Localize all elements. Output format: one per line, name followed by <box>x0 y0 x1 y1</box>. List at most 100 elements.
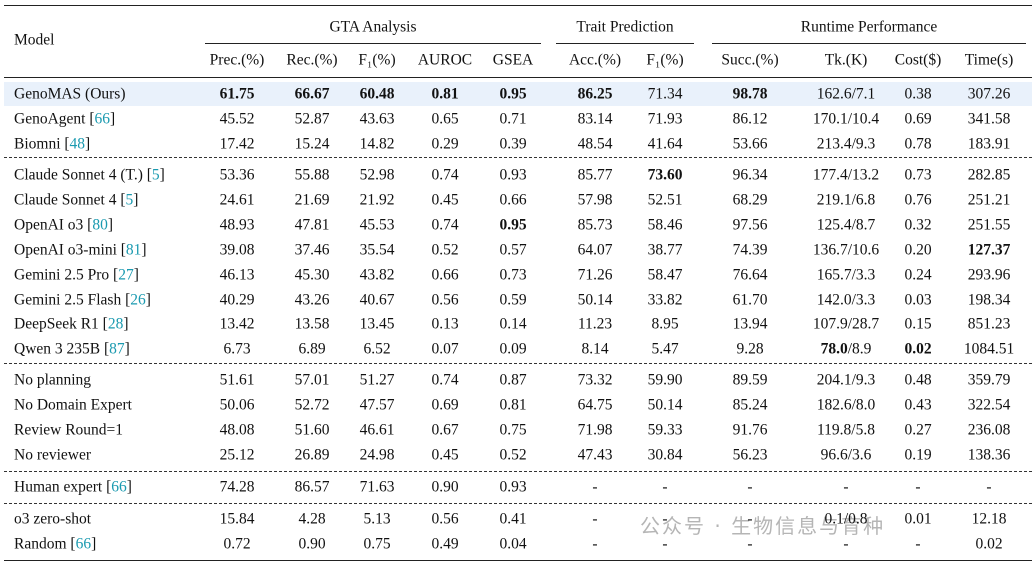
value-cell: 43.82 <box>359 265 395 283</box>
group-header: GTA Analysis <box>329 18 417 36</box>
value-cell: 52.98 <box>359 166 395 184</box>
value-cell: 0.81 <box>499 396 527 414</box>
value-cell: 0.32 <box>904 216 932 234</box>
value-cell: 0.07 <box>431 340 459 358</box>
value-cell: 0.67 <box>431 421 459 439</box>
value-cell: 198.34 <box>967 290 1011 308</box>
value-cell: - <box>592 478 598 496</box>
model-name: OpenAI o3 [ <box>14 216 93 234</box>
value-cell: - <box>915 478 921 496</box>
value-cell: - <box>843 535 849 553</box>
value-cell: 0.02 <box>975 535 1003 553</box>
model-cell: Qwen 3 235B [87] <box>14 341 130 358</box>
value-cell: 52.87 <box>294 110 330 128</box>
value-cell: 8.14 <box>581 340 609 358</box>
value-cell: 52.51 <box>647 191 683 209</box>
value-cell: 66.67 <box>294 85 330 103</box>
value-cell: 282.85 <box>967 166 1011 184</box>
value-cell: 48.08 <box>219 421 255 439</box>
value-cell: 0.01 <box>904 510 932 528</box>
value-cell: 46.13 <box>219 265 255 283</box>
model-name: GenoAgent [ <box>14 110 95 128</box>
model-name: ] <box>159 166 165 184</box>
column-header: Cost($) <box>894 51 942 69</box>
value-cell: 0.52 <box>499 445 527 463</box>
value-cell: 0.19 <box>904 445 932 463</box>
value-cell: 59.90 <box>647 371 683 389</box>
value-cell: 0.93 <box>499 478 527 496</box>
citation: 5 <box>125 191 134 209</box>
citation: 26 <box>130 290 146 308</box>
value-cell: 0.1/0.8 <box>824 510 868 528</box>
value-cell: 359.79 <box>967 371 1011 389</box>
value-cell: 170.1/10.4 <box>812 110 880 128</box>
value-cell: 50.14 <box>577 290 613 308</box>
value-cell: 0.76 <box>904 191 932 209</box>
value-cell: 0.39 <box>499 135 527 153</box>
value-cell: 39.08 <box>219 240 255 258</box>
value-cell: 98.78 <box>732 85 768 103</box>
value-cell: 30.84 <box>647 445 683 463</box>
value-cell: 83.14 <box>577 110 613 128</box>
value-cell: 51.27 <box>359 371 395 389</box>
value-cell: 26.89 <box>294 445 330 463</box>
value-cell: 4.28 <box>298 510 326 528</box>
value-cell: 50.06 <box>219 396 255 414</box>
value-cell: - <box>747 510 753 528</box>
model-name: ] <box>110 110 116 128</box>
citation: 81 <box>125 240 142 258</box>
model-cell: Review Round=1 <box>14 422 123 438</box>
value-cell: 85.24 <box>732 396 768 414</box>
value-cell: 56.23 <box>732 445 768 463</box>
model-name: Claude Sonnet 4 (T.) [ <box>14 166 152 184</box>
value-cell: 138.36 <box>967 445 1011 463</box>
group-underline <box>205 43 541 44</box>
citation: 27 <box>118 265 134 283</box>
value-cell: 251.21 <box>967 191 1011 209</box>
model-name: No Domain Expert <box>14 396 132 414</box>
group-header: Trait Prediction <box>576 18 674 36</box>
value-cell: 89.59 <box>732 371 768 389</box>
value-cell: 46.61 <box>359 421 395 439</box>
value-cell: 51.61 <box>219 371 255 389</box>
value-cell: 13.42 <box>219 315 255 333</box>
citation: 5 <box>151 166 160 184</box>
value-cell: 74.39 <box>732 240 768 258</box>
value-cell: 0.04 <box>499 535 527 553</box>
value-cell: 60.48 <box>359 85 395 103</box>
value-cell: 0.93 <box>499 166 527 184</box>
citation: 66 <box>75 535 92 553</box>
value-cell: 53.36 <box>219 166 255 184</box>
value-cell: - <box>747 478 753 496</box>
value-cell: 0.74 <box>431 371 459 389</box>
value-cell: 45.53 <box>359 216 395 234</box>
model-cell: Claude Sonnet 4 [5] <box>14 192 138 208</box>
value-cell: 55.88 <box>294 166 330 184</box>
model-name: Human expert [ <box>14 478 112 496</box>
value-cell: 11.23 <box>577 315 613 333</box>
value-cell: 6.52 <box>363 340 391 358</box>
value-cell: 0.74 <box>431 216 459 234</box>
model-cell: o3 zero-shot <box>14 511 91 527</box>
value-cell: 0.15 <box>904 315 932 333</box>
value-cell: 0.74 <box>431 166 459 184</box>
value-cell: - <box>915 535 921 553</box>
value-cell: 136.7/10.6 <box>812 240 880 258</box>
value-cell: 213.4/9.3 <box>816 135 876 153</box>
value-cell: - <box>592 510 598 528</box>
value-cell: 64.07 <box>577 240 613 258</box>
value-cell: 0.41 <box>499 510 527 528</box>
value-cell: 9.28 <box>736 340 764 358</box>
model-name: ] <box>107 216 114 234</box>
value-cell: 71.26 <box>577 265 613 283</box>
model-name: Claude Sonnet 4 [ <box>14 191 126 209</box>
value-cell: 61.70 <box>732 290 768 308</box>
column-header: Tk.(K) <box>824 51 868 69</box>
value-cell: 13.58 <box>294 315 330 333</box>
value-cell: 851.23 <box>967 315 1011 333</box>
value-cell: 91.76 <box>732 421 768 439</box>
value-cell: 40.29 <box>219 290 255 308</box>
model-cell: Gemini 2.5 Pro [27] <box>14 267 139 283</box>
value-cell: 8.95 <box>651 315 679 333</box>
